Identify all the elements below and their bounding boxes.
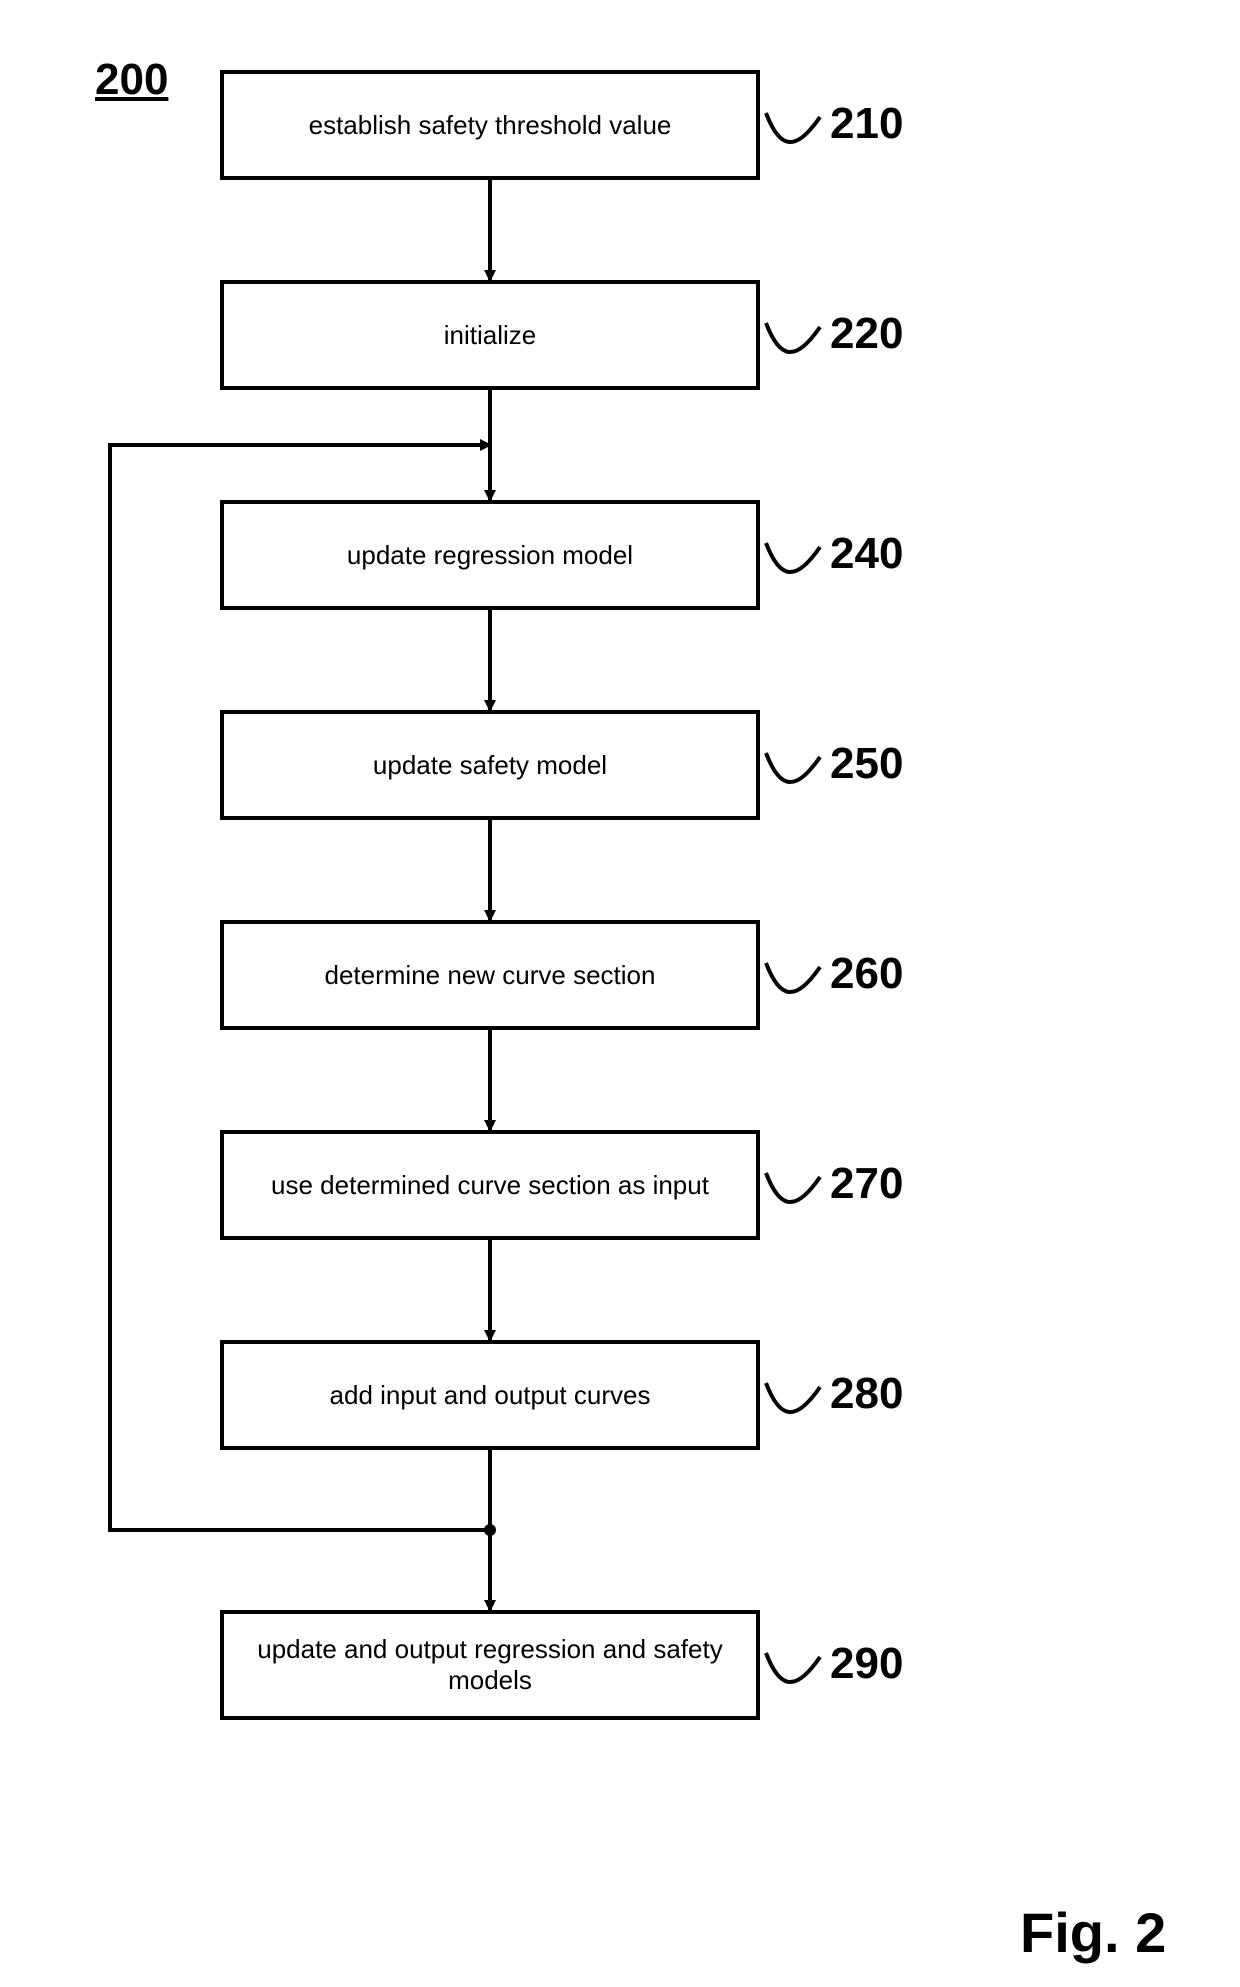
ref-tick-210 (766, 113, 820, 142)
loop-junction-dot (484, 1524, 496, 1536)
flow-node-label: initialize (444, 320, 537, 351)
flow-node-ref-260: 260 (830, 949, 903, 999)
flow-node-ref-210: 210 (830, 99, 903, 149)
flow-node-ref-270: 270 (830, 1159, 903, 1209)
ref-tick-220 (766, 323, 820, 352)
flow-node-ref-250: 250 (830, 739, 903, 789)
ref-tick-240 (766, 543, 820, 572)
flow-node-260: determine new curve section (220, 920, 760, 1030)
flow-node-270: use determined curve section as input (220, 1130, 760, 1240)
flow-node-280: add input and output curves (220, 1340, 760, 1450)
flow-node-ref-280: 280 (830, 1369, 903, 1419)
ref-tick-270 (766, 1173, 820, 1202)
ref-tick-280 (766, 1383, 820, 1412)
flowchart-canvas: 200 Fig. 2 establish safety threshold va… (0, 0, 1240, 1987)
flow-node-ref-240: 240 (830, 529, 903, 579)
flow-node-label: establish safety threshold value (309, 110, 672, 141)
flow-node-ref-290: 290 (830, 1639, 903, 1689)
flow-node-250: update safety model (220, 710, 760, 820)
flow-node-ref-220: 220 (830, 309, 903, 359)
diagram-title: 200 (95, 55, 168, 105)
figure-caption: Fig. 2 (1020, 1900, 1166, 1965)
flow-node-290: update and output regression and safety … (220, 1610, 760, 1720)
flow-node-label: update regression model (347, 540, 633, 571)
flow-node-220: initialize (220, 280, 760, 390)
ref-tick-250 (766, 753, 820, 782)
flow-node-210: establish safety threshold value (220, 70, 760, 180)
flow-node-label: update and output regression and safety … (232, 1634, 748, 1696)
flow-node-label: add input and output curves (330, 1380, 651, 1411)
ref-tick-290 (766, 1653, 820, 1682)
flow-node-label: determine new curve section (325, 960, 656, 991)
flow-node-label: use determined curve section as input (271, 1170, 709, 1201)
flow-node-label: update safety model (373, 750, 607, 781)
ref-tick-260 (766, 963, 820, 992)
flow-node-240: update regression model (220, 500, 760, 610)
